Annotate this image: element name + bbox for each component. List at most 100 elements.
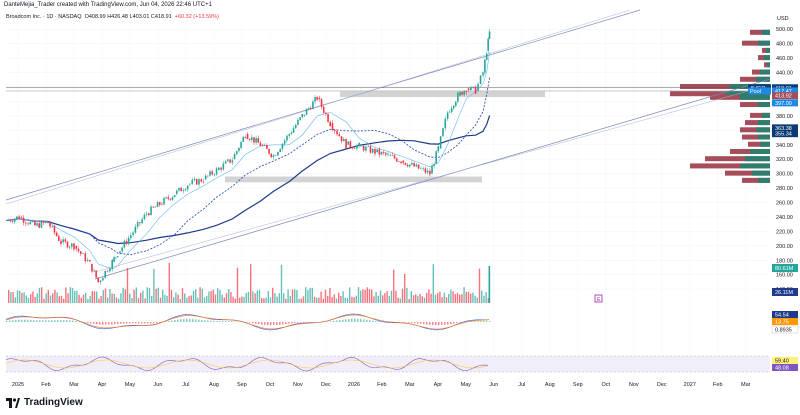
candle-body: [156, 202, 159, 207]
vp-bar-up: [766, 47, 770, 53]
volume-bar: [333, 294, 335, 303]
y-tick-label: 200.00: [776, 244, 793, 250]
volume-bar: [346, 298, 349, 303]
candle-body: [193, 179, 196, 181]
y-tick-label: 160.00: [776, 273, 793, 279]
candle-body: [402, 160, 405, 163]
price-axis[interactable]: 500.00480.00460.00440.00420.00400.00380.…: [776, 27, 793, 293]
macd-histogram-bar: [66, 320, 68, 322]
candle-body: [479, 75, 482, 85]
candle-body: [345, 138, 347, 149]
volume-bar: [217, 288, 219, 303]
candle-body: [338, 134, 341, 137]
candle-body: [80, 251, 82, 254]
candle-body: [161, 203, 163, 205]
candle-body: [484, 59, 486, 73]
candle-body: [163, 198, 165, 205]
macd-histogram-bar: [345, 319, 347, 322]
volume-bar: [318, 297, 320, 303]
macd-histogram-bar: [102, 322, 104, 325]
zone-box: [225, 176, 482, 183]
candle-body: [180, 187, 182, 192]
macd-histogram-bar: [168, 321, 170, 322]
volume-bar: [32, 291, 34, 303]
volume-bar: [412, 295, 415, 303]
candle-body: [343, 138, 345, 142]
event-marker-icon-glyph: E: [597, 297, 601, 303]
candle-body: [117, 256, 119, 257]
channel-lower-line-2: [94, 84, 771, 273]
candle-body: [327, 114, 329, 122]
macd-histogram-bar: [369, 320, 371, 322]
volume-bar: [107, 297, 109, 303]
x-tick-label: Aug: [209, 382, 219, 388]
macd-histogram-bar: [216, 321, 218, 322]
vp-bar: [742, 177, 770, 183]
candle-body: [29, 221, 32, 225]
candle-body: [222, 163, 225, 170]
trend-channel[interactable]: [5, 9, 771, 280]
macd-histogram-bar: [189, 319, 191, 322]
volume-bar: [463, 287, 465, 303]
macd-histogram-bar: [450, 322, 452, 325]
volume-bar: [353, 297, 355, 303]
candle-body: [281, 143, 284, 150]
candle-body: [272, 155, 275, 157]
candle-body: [452, 105, 455, 109]
candle-body: [371, 149, 374, 153]
candle-body: [169, 198, 172, 200]
candle-body: [305, 109, 308, 115]
candle-body: [485, 53, 488, 60]
volume-bar: [45, 293, 47, 303]
symbol-name[interactable]: Broadcom Inc. · 1D · NASDAQ: [6, 14, 82, 20]
candle-body: [215, 168, 218, 175]
vp-bar: [740, 127, 770, 133]
vp-bar-up: [758, 177, 770, 183]
macd-histogram-bar: [180, 319, 182, 322]
volume-bar: [467, 291, 470, 303]
time-axis[interactable]: 2025 Feb Mar Apr May Jun Jul Aug Sep Oct Nov Dec 202…: [12, 382, 751, 388]
candle-body: [360, 145, 363, 147]
candle-body: [95, 270, 97, 278]
channel-lower-line: [94, 78, 771, 280]
candle-body: [123, 241, 126, 248]
macd-histogram-bar: [51, 320, 53, 322]
volume-bar: [85, 292, 87, 303]
x-tick-label: Dec: [321, 382, 331, 388]
candle-body: [86, 260, 89, 262]
macd-histogram-bar: [372, 320, 374, 322]
candle-body: [400, 161, 402, 164]
tradingview-logo[interactable]: TradingView: [6, 397, 83, 408]
candle-body: [218, 167, 220, 171]
brand-name: TradingView: [24, 397, 83, 408]
volume-bar: [58, 296, 60, 303]
volume-bar: [234, 298, 236, 303]
candlesticks: [7, 28, 491, 285]
volume-bar: [91, 291, 93, 303]
candle-body: [365, 146, 367, 151]
vp-bar: [690, 163, 770, 169]
macd-histogram-bar: [219, 321, 221, 322]
volume-bar: [269, 297, 272, 303]
vp-bar: [742, 134, 770, 140]
candle-body: [227, 159, 229, 162]
candle-body: [487, 38, 489, 51]
candle-body: [207, 175, 209, 177]
price-tags: AVGO418.91Pool417.47413.92397.00363.3835…: [748, 84, 798, 138]
candle-body: [472, 86, 475, 88]
volume-bar: [305, 287, 307, 303]
event-marker-icon[interactable]: [594, 294, 603, 303]
candle-body: [482, 72, 484, 76]
volume-bar: [430, 293, 432, 303]
volume-bar: [36, 293, 38, 303]
candle-body: [395, 158, 398, 162]
candle-body: [382, 151, 385, 153]
volume-bar: [258, 289, 261, 303]
volume-bar: [366, 287, 368, 303]
candle-body: [279, 149, 281, 152]
candle-body: [340, 136, 343, 142]
volume-bar: [441, 297, 443, 303]
volume-bar: [140, 292, 142, 303]
macd-histogram-bar: [114, 322, 116, 325]
